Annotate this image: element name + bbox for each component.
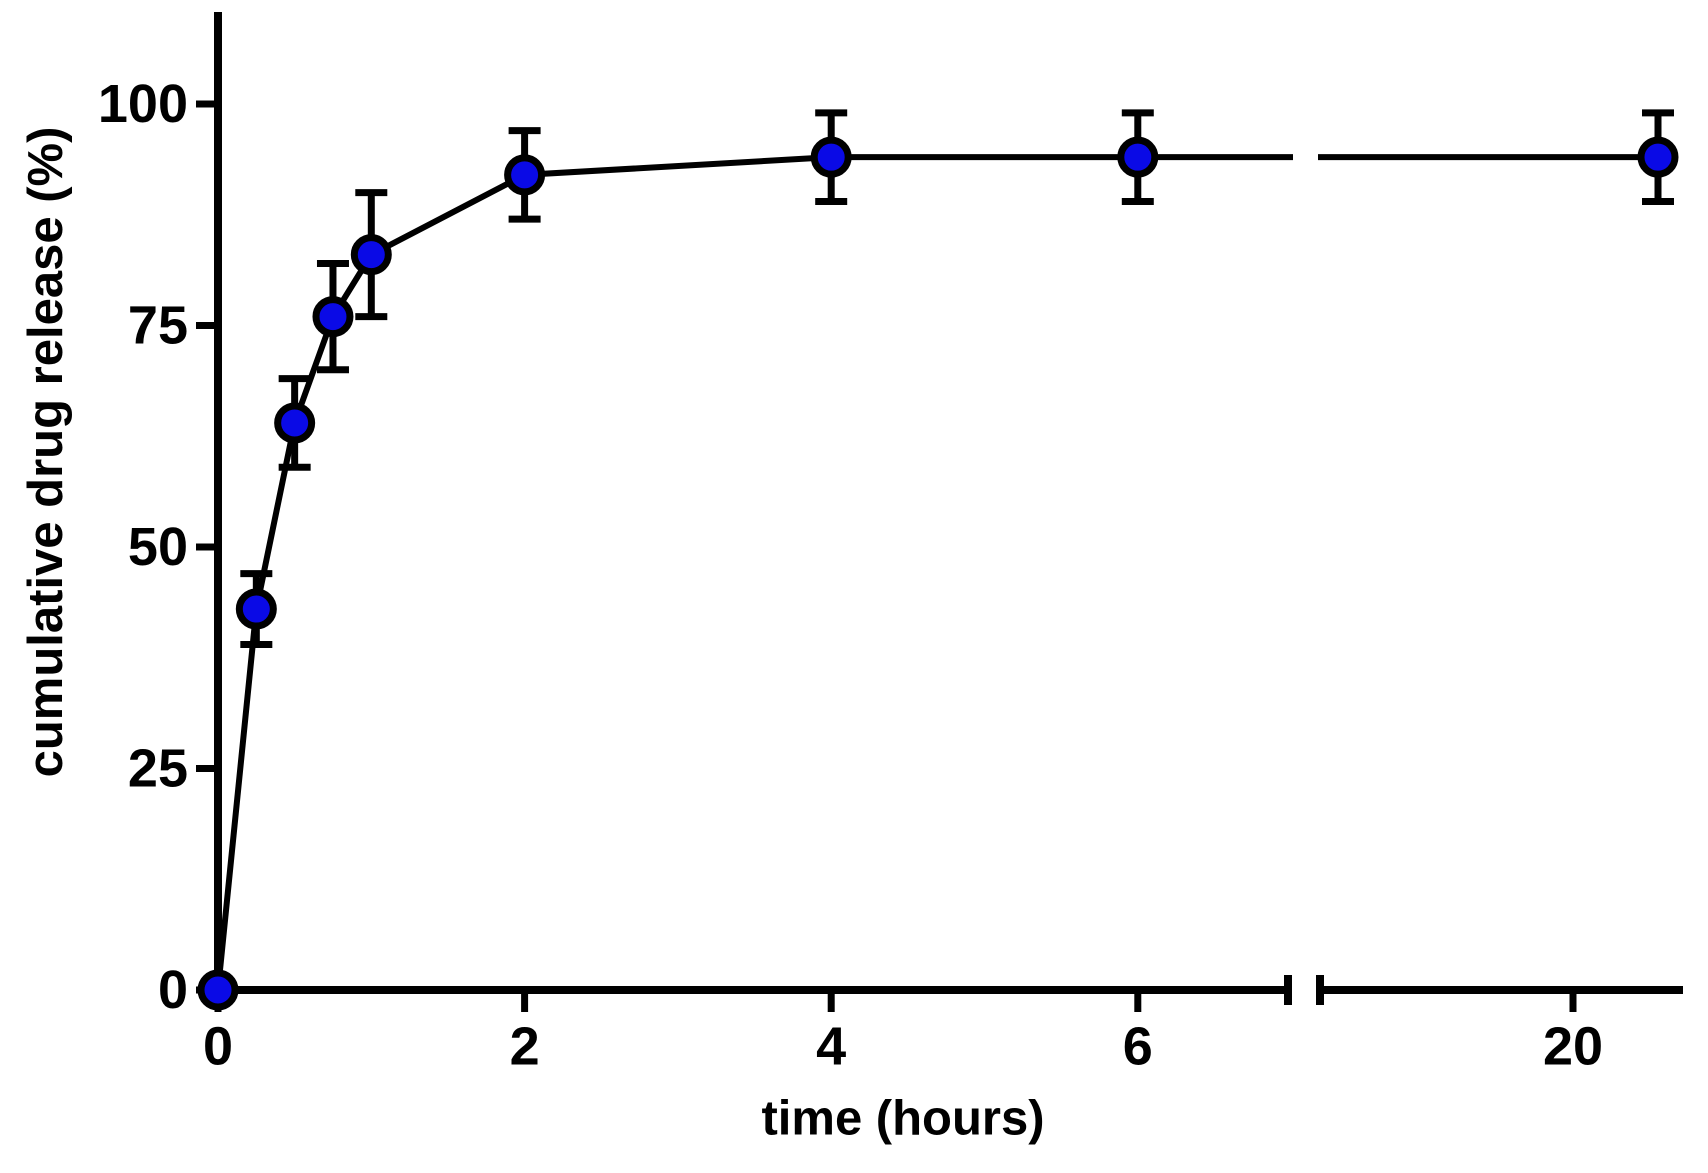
data-line (215, 154, 1658, 991)
data-point (1117, 136, 1159, 178)
data-line-path (215, 154, 1293, 991)
data-point (810, 136, 852, 178)
data-point (312, 296, 354, 338)
x-tick-label: 4 (816, 1016, 846, 1076)
axes (196, 12, 1683, 1012)
data-points (197, 136, 1679, 1011)
data-point (197, 969, 239, 1011)
data-point (1637, 136, 1679, 178)
y-tick-label: 100 (98, 74, 188, 134)
y-tick-label: 50 (128, 517, 188, 577)
x-tick-label: 0 (203, 1016, 233, 1076)
error-bars (240, 109, 1674, 648)
x-axis-label: time (hours) (761, 1091, 1044, 1145)
y-tick-label: 0 (158, 960, 188, 1020)
y-axis-label: cumulative drug release (%) (19, 127, 73, 778)
x-tick-label: 2 (510, 1016, 540, 1076)
data-point (235, 588, 277, 630)
x-tick-label: 6 (1123, 1016, 1153, 1076)
y-tick-label: 25 (128, 739, 188, 799)
x-tick-label: 20 (1543, 1016, 1603, 1076)
data-point (274, 402, 316, 444)
y-tick-label: 75 (128, 296, 188, 356)
tick-labels: 0 25 50 75 100 0 2 4 6 20 (98, 74, 1603, 1076)
data-point (504, 154, 546, 196)
data-point (350, 234, 392, 276)
